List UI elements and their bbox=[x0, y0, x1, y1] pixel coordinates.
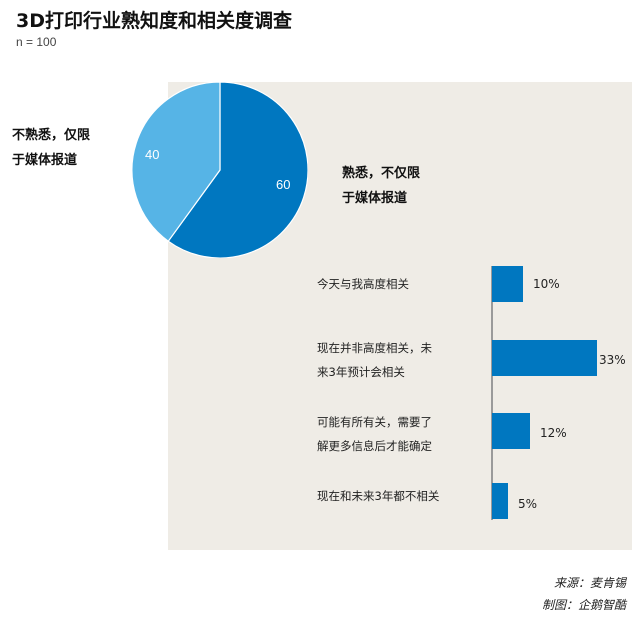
chart-title: 3D打印行业熟知度和相关度调查 bbox=[16, 10, 292, 32]
bar-value-3: 12% bbox=[540, 426, 567, 440]
pie-segment-familiar bbox=[167, 82, 308, 258]
bar-label-4: 现在和未来3年都不相关 bbox=[317, 484, 482, 508]
bar-value-1: 10% bbox=[533, 277, 560, 291]
legend-familiar: 熟悉，不仅限 于媒体报道 bbox=[342, 161, 420, 211]
pie-segment-unfamiliar bbox=[132, 82, 221, 243]
source-text: 来源：麦肯锡 bbox=[553, 576, 626, 590]
bar-value-2: 33% bbox=[599, 353, 626, 367]
bar-axis bbox=[491, 266, 493, 520]
bar-label-1-line1: 今天与我高度相关 bbox=[317, 277, 409, 291]
bar-label-4-line1: 现在和未来3年都不相关 bbox=[317, 489, 440, 503]
legend-familiar-line2: 于媒体报道 bbox=[342, 191, 408, 206]
bar-label-2: 现在并非高度相关，未 来3年预计会相关 bbox=[317, 336, 482, 384]
bar-label-3-line2: 解更多信息后才能确定 bbox=[317, 439, 432, 453]
bar-3 bbox=[492, 413, 530, 449]
legend-familiar-line1: 熟悉，不仅限 bbox=[342, 166, 421, 181]
pie-chart bbox=[132, 82, 308, 258]
bar-4 bbox=[492, 483, 508, 519]
legend-unfamiliar-line2: 于媒体报道 bbox=[12, 153, 78, 168]
footer-credits: 来源：麦肯锡 制图：企鹅智酷 bbox=[542, 572, 626, 616]
credit-text: 制图：企鹅智酷 bbox=[541, 598, 626, 612]
legend-unfamiliar-line1: 不熟悉，仅限 bbox=[12, 128, 91, 143]
pie-value-unfamiliar: 40 bbox=[145, 147, 160, 162]
bar-2 bbox=[492, 340, 597, 376]
bar-label-3-line1: 可能有所有关，需要了 bbox=[317, 415, 432, 429]
bar-1 bbox=[492, 266, 523, 302]
bar-label-1: 今天与我高度相关 bbox=[317, 272, 482, 296]
sample-size: n = 100 bbox=[16, 35, 57, 49]
pie-value-familiar: 60 bbox=[276, 177, 291, 192]
bar-label-2-line1: 现在并非高度相关，未 bbox=[317, 341, 432, 355]
bar-label-3: 可能有所有关，需要了 解更多信息后才能确定 bbox=[317, 410, 482, 458]
legend-unfamiliar: 不熟悉，仅限 于媒体报道 bbox=[12, 123, 90, 173]
bar-label-2-line2: 来3年预计会相关 bbox=[317, 365, 405, 379]
bar-value-4: 5% bbox=[518, 497, 538, 511]
